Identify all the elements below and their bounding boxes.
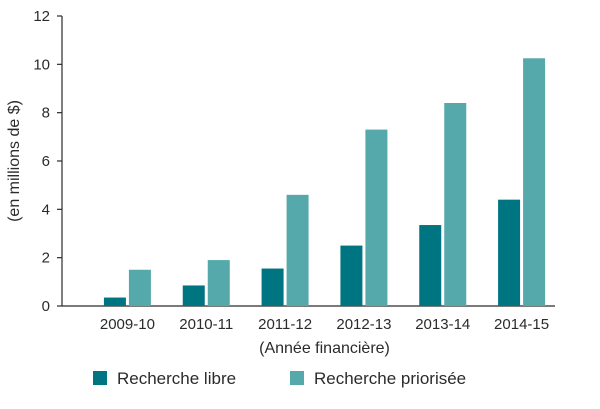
bar-recherche-priorisee-2011-12 bbox=[286, 194, 309, 306]
y-axis-title: (en millions de $) bbox=[6, 100, 23, 222]
y-tick-label: 10 bbox=[33, 56, 50, 73]
x-ticks: 2009-10 2010-11 2011-12 2012-13 2013-14 2014-… bbox=[100, 316, 549, 333]
y-tick-label: 8 bbox=[42, 105, 50, 122]
bar-recherche-priorisee-2013-14 bbox=[444, 103, 467, 306]
x-tick-label: 2013-14 bbox=[415, 316, 470, 333]
y-tick-label: 2 bbox=[42, 250, 50, 267]
bar-recherche-priorisee-2012-13 bbox=[365, 129, 388, 306]
x-tick-label: 2011-12 bbox=[258, 316, 312, 333]
bar-recherche-libre-2010-11 bbox=[182, 285, 205, 306]
y-tick-label: 12 bbox=[33, 8, 50, 25]
legend: Recherche libre Recherche priorisée bbox=[93, 369, 466, 388]
bar-recherche-libre-2013-14 bbox=[419, 225, 442, 306]
bar-recherche-libre-2011-12 bbox=[261, 268, 284, 306]
y-tick-label: 6 bbox=[42, 153, 50, 170]
y-ticks: 0 2 4 6 8 10 12 bbox=[33, 8, 62, 315]
bar-recherche-libre-2012-13 bbox=[340, 245, 363, 306]
legend-swatch-recherche-libre bbox=[93, 371, 107, 385]
legend-label-recherche-priorisee: Recherche priorisée bbox=[314, 369, 466, 388]
x-axis-title: (Année financière) bbox=[259, 340, 390, 357]
legend-swatch-recherche-priorisee bbox=[290, 371, 304, 385]
legend-label-recherche-libre: Recherche libre bbox=[117, 369, 236, 388]
x-tick-label: 2012-13 bbox=[336, 316, 391, 333]
bar-recherche-priorisee-2010-11 bbox=[207, 260, 230, 306]
bars bbox=[103, 58, 546, 306]
y-tick-label: 0 bbox=[42, 298, 50, 315]
bar-recherche-libre-2014-15 bbox=[498, 199, 521, 306]
bar-recherche-priorisee-2014-15 bbox=[523, 58, 546, 306]
x-tick-label: 2014-15 bbox=[494, 316, 549, 333]
y-tick-label: 4 bbox=[42, 201, 50, 218]
bar-recherche-priorisee-2009-10 bbox=[128, 269, 151, 306]
bar-recherche-libre-2009-10 bbox=[103, 297, 126, 306]
x-tick-label: 2010-11 bbox=[179, 316, 233, 333]
x-tick-label: 2009-10 bbox=[100, 316, 155, 333]
